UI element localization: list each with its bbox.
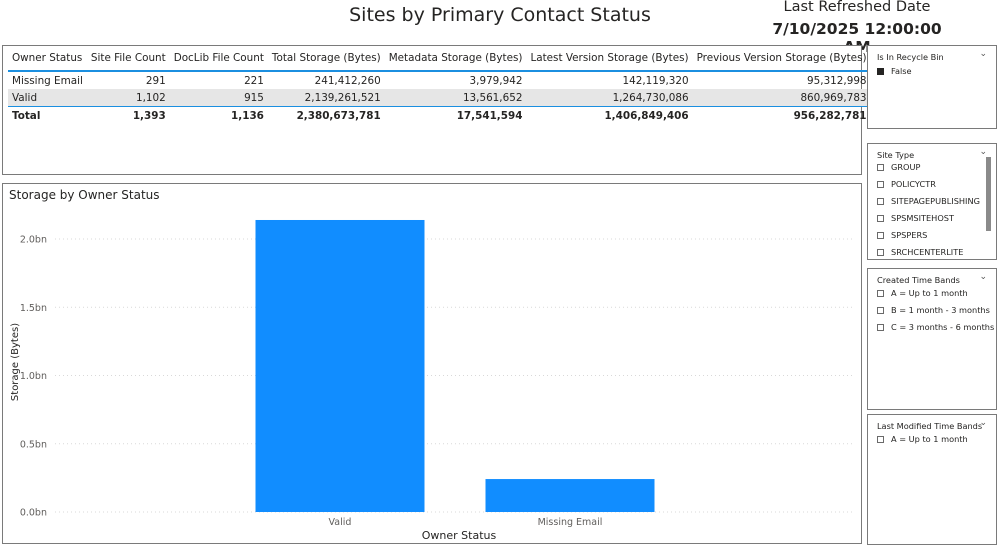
table-cell: 221 [244, 74, 264, 87]
table-cell: 1,406,849,406 [526, 106, 693, 124]
checkbox-icon[interactable] [877, 164, 884, 171]
chevron-down-icon[interactable]: ⌄ [979, 49, 987, 59]
x-axis-title: Owner Status [422, 529, 497, 542]
checkbox-icon[interactable] [877, 181, 884, 188]
created-time-bands-slicer[interactable]: Created Time Bands ⌄ A = Up to 1 month B… [867, 268, 997, 410]
slicer-title: Last Modified Time Bands [877, 421, 983, 431]
slicer-option-spspers[interactable]: SPSPERS [877, 230, 927, 240]
column-header-metadata-storage[interactable]: Metadata Storage (Bytes) [384, 50, 527, 72]
site-type-slicer[interactable]: Site Type ⌄ GROUP POLICYCTR SITEPAGEPUBL… [867, 143, 997, 260]
table-cell: 17,541,594 [384, 106, 527, 124]
last-modified-time-bands-slicer[interactable]: Last Modified Time Bands ⌄ A = Up to 1 m… [867, 414, 997, 545]
slicer-option-label: POLICYCTR [891, 179, 936, 189]
slicer-option-label: False [891, 66, 912, 76]
y-tick-label: 1.0bn [20, 371, 47, 382]
table-cell: 291 [145, 74, 166, 87]
slicer-option-label: A = Up to 1 month [891, 434, 968, 444]
slicer-option-label: C = 3 months - 6 months [891, 322, 995, 332]
slicer-option-group[interactable]: GROUP [877, 162, 920, 172]
x-tick-label: Valid [329, 517, 352, 528]
slicer-option-label: B = 1 month - 3 months [891, 305, 990, 315]
slicer-title: Site Type [877, 150, 915, 160]
bar-chart-svg: 0.0bn 0.5bn 1.0bn 1.5bn 2.0bn Valid Missing Em… [10, 219, 855, 542]
table-cell: 1,136 [169, 106, 268, 124]
table-cell: 915 [169, 89, 268, 107]
column-header-doclib-file-count[interactable]: DocLib File Count [169, 50, 268, 72]
chevron-down-icon[interactable]: ⌄ [979, 147, 987, 157]
owner-status-table: Owner Status Site File Count DocLib File… [8, 50, 871, 124]
column-header-owner-status[interactable]: Owner Status [8, 50, 87, 72]
bar[interactable] [255, 219, 425, 513]
x-tick-label: Missing Email [538, 517, 603, 528]
chevron-down-icon[interactable]: ⌄ [979, 272, 987, 282]
table-cell: 860,969,783 [692, 89, 871, 107]
chart-title: Storage by Owner Status [9, 188, 160, 202]
y-tick-label: 1.5bn [20, 303, 47, 314]
table-cell: 241,412,260 [314, 74, 381, 87]
checkbox-icon[interactable] [877, 436, 884, 443]
table-cell: Total [8, 106, 87, 124]
table-cell: 95,312,998 [807, 74, 867, 87]
slicer-option-label: SPSPERS [891, 230, 928, 240]
table-cell: 2,380,673,781 [267, 106, 385, 124]
slicer-option-label: SRCHCENTERLITE [891, 247, 964, 257]
column-header-site-file-count[interactable]: Site File Count [86, 50, 170, 72]
slicer-option-created-b[interactable]: B = 1 month - 3 months [877, 305, 990, 315]
slicer-option-srchcenterlite[interactable]: SRCHCENTERLITE [877, 247, 963, 257]
slicer-option-created-a[interactable]: A = Up to 1 month [877, 288, 968, 298]
table-cell: Valid [8, 89, 87, 107]
table-row[interactable]: Valid 1,102 915 2,139,261,521 13,561,652… [8, 89, 871, 107]
slicer-option-false[interactable]: False [877, 66, 912, 76]
slicer-option-spsmsitehost[interactable]: SPSMSITEHOST [877, 213, 954, 223]
table-header-row: Owner Status Site File Count DocLib File… [8, 50, 871, 72]
slicer-option-created-c[interactable]: C = 3 months - 6 months [877, 322, 994, 332]
owner-status-table-visual[interactable]: Owner Status Site File Count DocLib File… [2, 45, 871, 175]
table-cell: 956,282,781 [692, 106, 871, 124]
slicer-scrollbar[interactable] [986, 157, 991, 231]
slicer-option-label: GROUP [891, 162, 921, 172]
slicer-option-policyctr[interactable]: POLICYCTR [877, 179, 936, 189]
checkbox-icon[interactable] [877, 307, 884, 314]
storage-bar-chart-visual[interactable]: 0.0bn 0.5bn 1.0bn 1.5bn 2.0bn Valid Missing Em… [2, 183, 862, 544]
column-header-total-storage[interactable]: Total Storage (Bytes) [267, 50, 385, 72]
y-tick-label: 0.0bn [20, 508, 47, 519]
checkbox-icon[interactable] [877, 198, 884, 205]
table-cell: 1,264,730,086 [526, 89, 693, 107]
column-header-previous-version-storage[interactable]: Previous Version Storage (Bytes) [692, 50, 871, 72]
slicer-option-label: SPSMSITEHOST [891, 213, 954, 223]
page-title: Sites by Primary Contact Status [349, 4, 651, 26]
bar[interactable] [485, 479, 655, 512]
y-tick-label: 0.5bn [20, 439, 47, 450]
checkbox-checked-icon[interactable] [877, 68, 884, 75]
last-refreshed-label: Last Refreshed Date [783, 0, 931, 15]
table-cell: 1,393 [86, 106, 170, 124]
slicer-title: Is In Recycle Bin [877, 52, 944, 62]
checkbox-icon[interactable] [877, 215, 884, 222]
table-cell: 2,139,261,521 [267, 89, 385, 107]
table-cell: 13,561,652 [384, 89, 527, 107]
table-cell: 1,102 [86, 89, 170, 107]
checkbox-icon[interactable] [877, 290, 884, 297]
column-header-latest-version-storage[interactable]: Latest Version Storage (Bytes) [526, 50, 693, 72]
checkbox-icon[interactable] [877, 249, 884, 256]
slicer-option-label: SITEPAGEPUBLISHING [891, 196, 980, 206]
y-tick-label: 2.0bn [20, 235, 47, 246]
table-cell: 142,119,320 [622, 74, 689, 87]
table-total-row: Total 1,393 1,136 2,380,673,781 17,541,5… [8, 106, 871, 124]
checkbox-icon[interactable] [877, 324, 884, 331]
slicer-option-modified-a[interactable]: A = Up to 1 month [877, 434, 968, 444]
y-axis-title: Storage (Bytes) [10, 323, 21, 401]
chevron-down-icon[interactable]: ⌄ [979, 418, 987, 428]
slicer-option-sitepagepublishing[interactable]: SITEPAGEPUBLISHING [877, 196, 980, 206]
slicer-title: Created Time Bands [877, 275, 960, 285]
slicer-option-label: A = Up to 1 month [891, 288, 968, 298]
table-row[interactable]: Missing Email 291 221 241,412,260 3,979,… [8, 71, 871, 89]
table-cell: 3,979,942 [469, 74, 523, 87]
table-cell: Missing Email [12, 74, 83, 87]
checkbox-icon[interactable] [877, 232, 884, 239]
recycle-bin-slicer[interactable]: Is In Recycle Bin ⌄ False [867, 45, 997, 129]
